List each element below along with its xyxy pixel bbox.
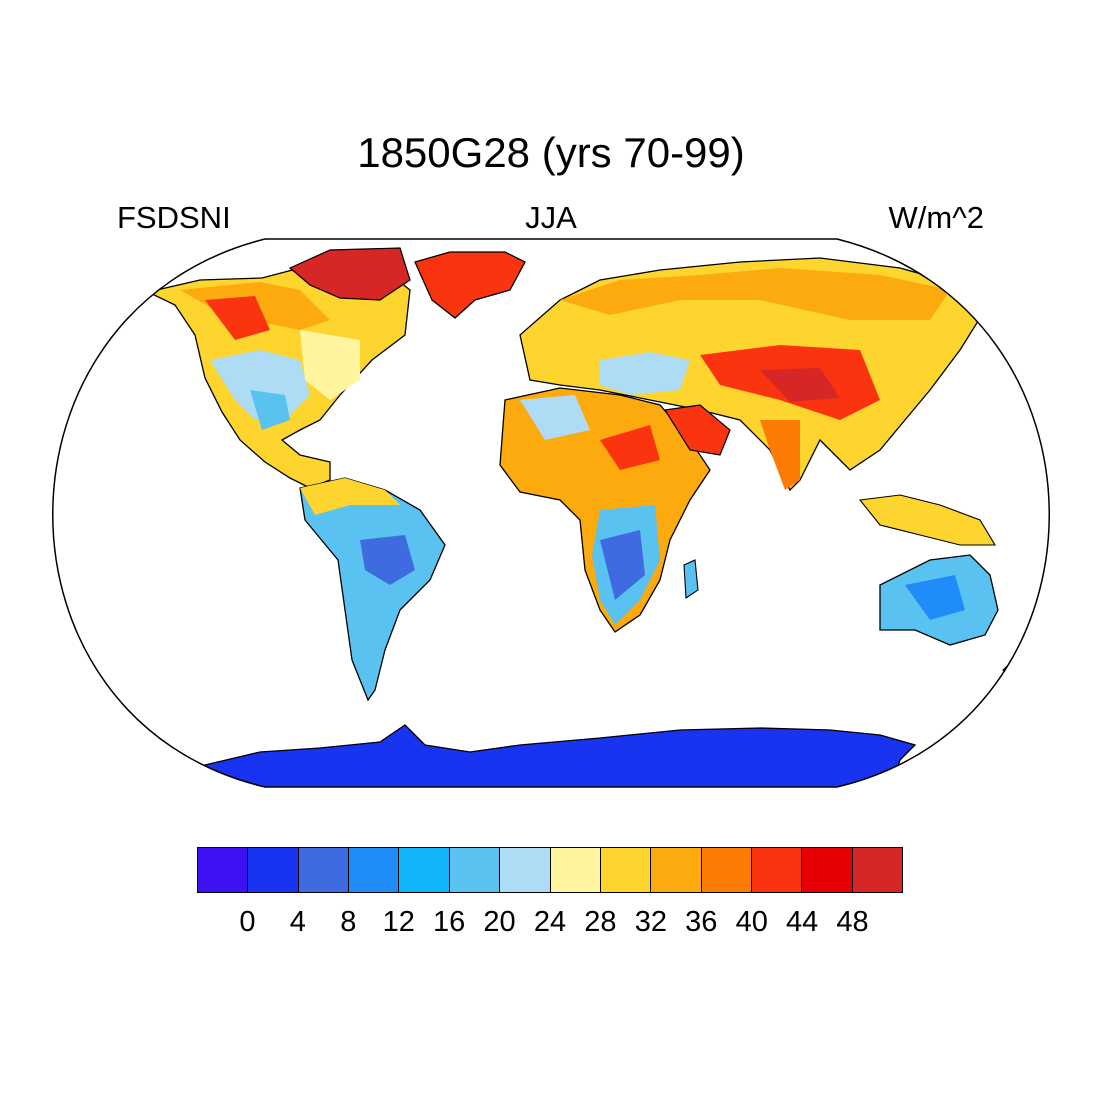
mediterranean-light [600,352,690,395]
colorbar-box [802,848,853,892]
colorbar-box [248,848,299,892]
colorbar-tick-label: 48 [836,906,869,938]
season-label: JJA [525,200,577,235]
na-west-blue [250,390,290,430]
colorbar-box [550,848,601,892]
madagascar [683,559,699,599]
colorbar-box [399,848,450,892]
colorbar-tick-label: 24 [533,906,567,938]
colorbar-box [449,848,501,892]
land-field [146,247,1046,787]
colorbar-box [651,848,702,892]
colorbar-tick-label: 4 [289,906,306,938]
colorbar-tick-label: 36 [685,906,718,938]
na-east-pale [300,330,360,400]
southern-africa-dark [600,530,645,600]
greenland [414,251,526,319]
colorbar-tick-label: 0 [239,906,256,938]
south-america [299,477,446,702]
colorbar-box [751,848,803,892]
colorbar-tick-label: 28 [584,906,617,938]
colorbar-tick-label: 16 [433,906,466,938]
plot-title: 1850G28 (yrs 70-99) [357,129,745,176]
colorbar-box [298,848,350,892]
north-africa-light [520,395,590,440]
colorbar-tick-label: 44 [786,906,819,938]
india-orange [760,420,800,490]
new-zealand [1002,633,1046,679]
colorbar-tick-label: 8 [340,906,357,938]
siberia-orange [560,268,950,320]
sa-north-yellow [300,478,400,515]
na-hotspot [205,296,270,340]
colorbar-tick-label: 12 [382,906,415,938]
antarctica [199,724,917,787]
tibet-max [760,368,840,402]
colorbar-tick-label: 40 [735,906,768,938]
variable-name: FSDSNI [117,200,231,235]
arabia [664,404,731,456]
arctic-islands [288,247,411,301]
colorbar-box [500,848,551,892]
sa-center-blue [360,535,415,585]
colorbar-box [852,848,903,892]
colorbar-tick-label: 20 [483,906,516,938]
colorbar-box [600,848,652,892]
units-label: W/m^2 [888,200,984,235]
sahara-red [600,425,660,470]
colorbar-box [349,848,400,892]
globe-outline [52,238,1050,788]
colorbar-box [198,848,249,892]
maritime-continent [858,494,996,546]
colorbar-box [701,848,752,892]
colorbar [197,847,903,893]
australia-interior [905,575,965,620]
colorbar-tick-label: 32 [634,906,667,938]
